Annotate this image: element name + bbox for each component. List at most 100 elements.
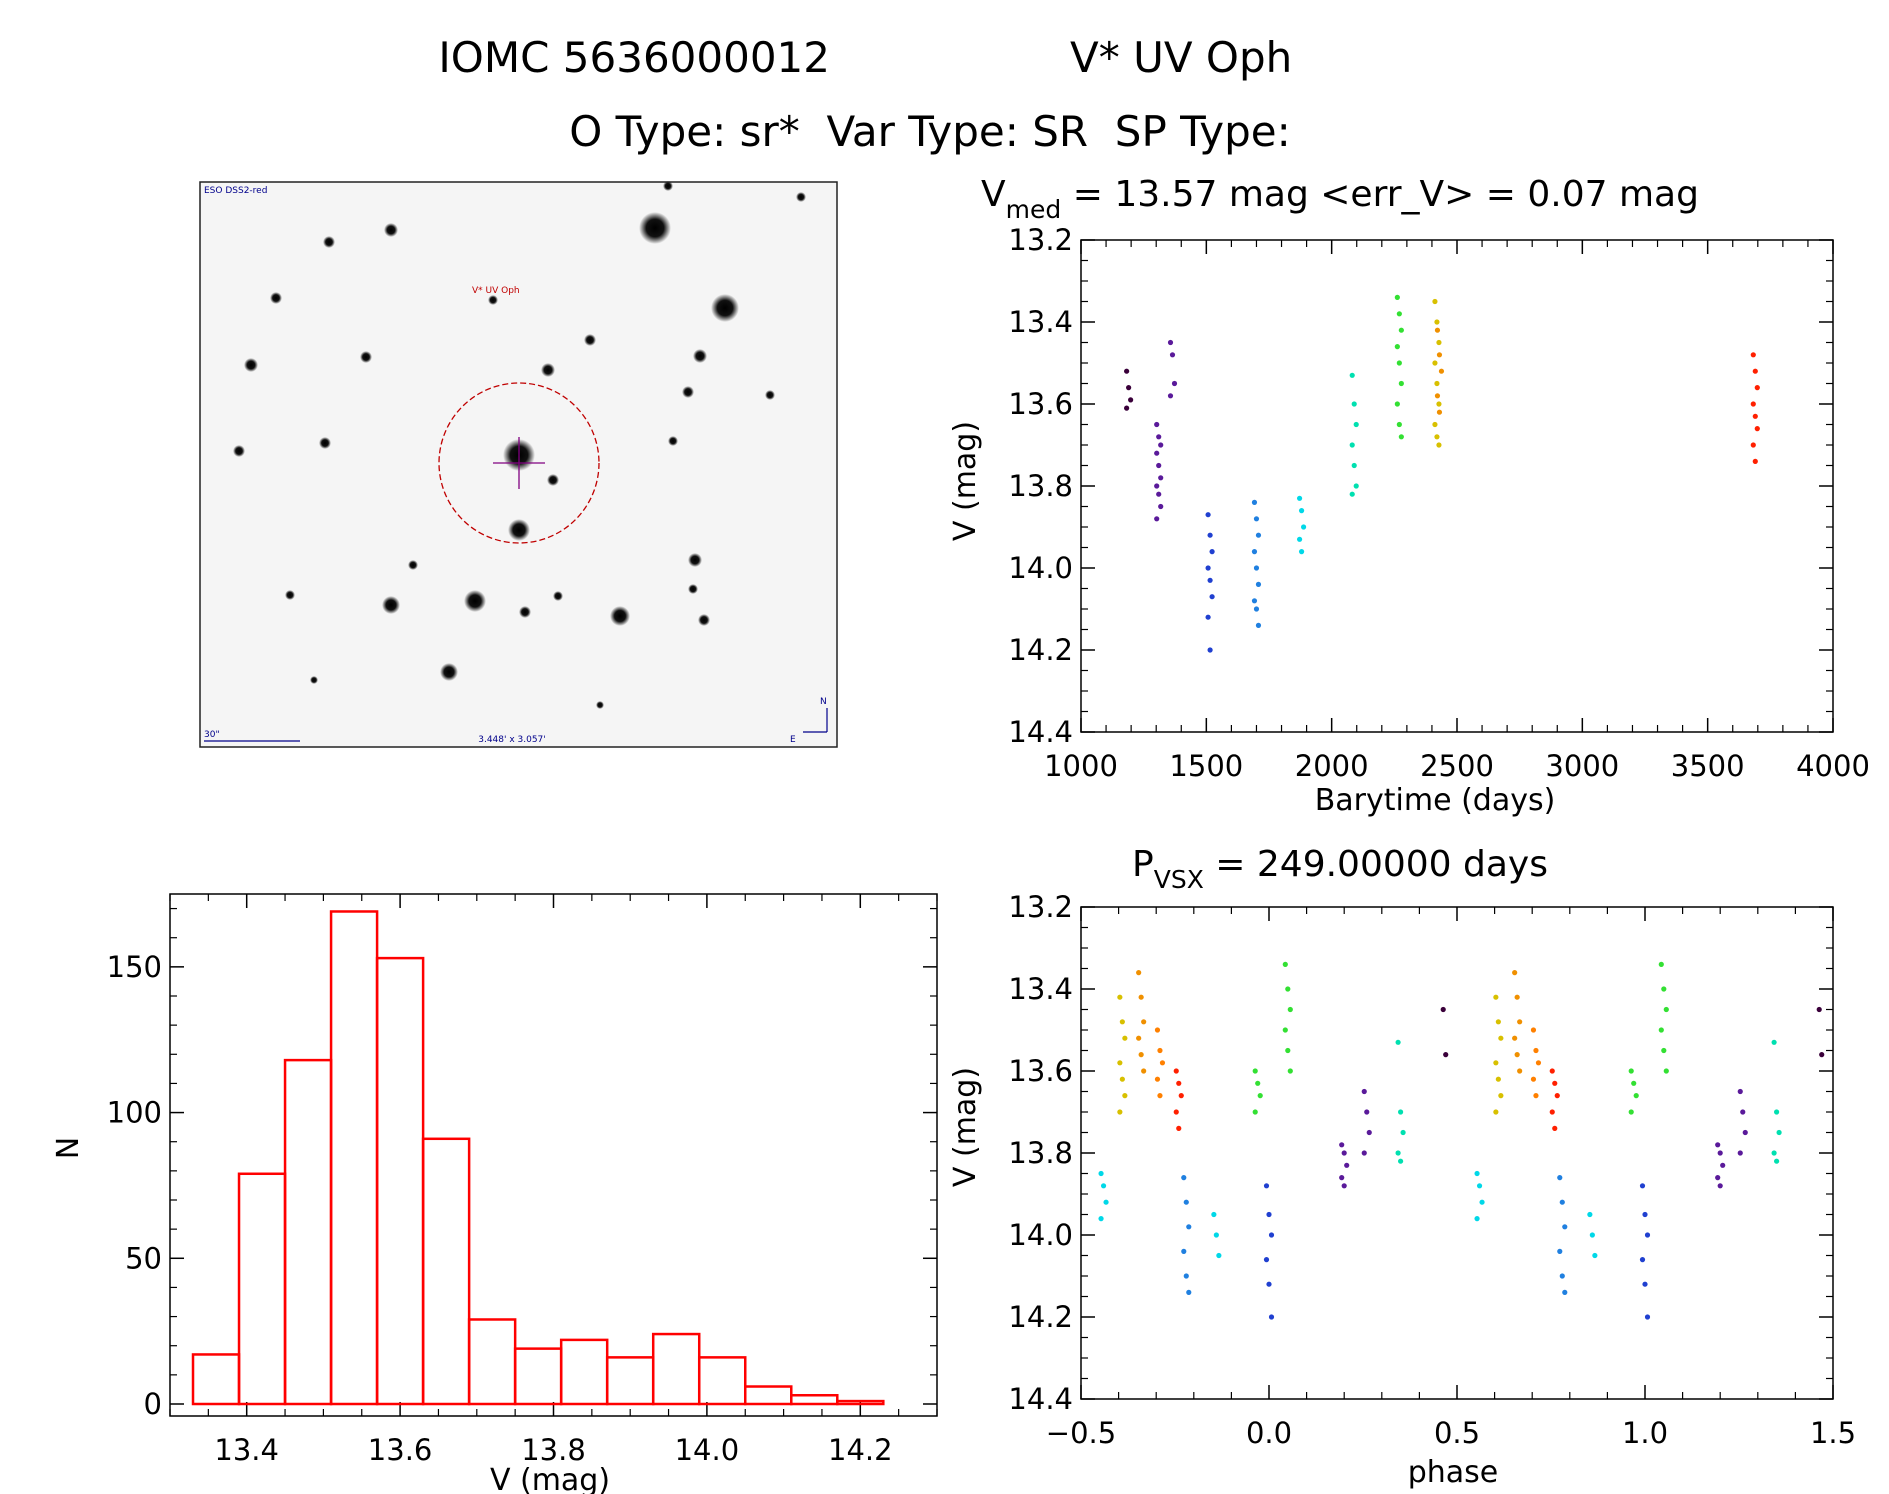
light-curve-point <box>1253 606 1260 612</box>
star-dot <box>408 560 418 570</box>
light-curve-point <box>1351 462 1357 469</box>
histogram-bar <box>329 910 379 1406</box>
light-curve-point <box>1209 549 1215 555</box>
phased-curve-point <box>1398 1109 1404 1115</box>
star-dot <box>796 192 806 202</box>
phased-curve-point <box>1282 1027 1288 1033</box>
phased-curve-point <box>1559 1199 1565 1205</box>
light-curve-point <box>1298 549 1305 555</box>
light-curve-title-rest: = 13.57 mag <err_V> = 0.07 mag <box>1061 174 1699 215</box>
phased-curve-point <box>1530 1027 1537 1033</box>
histogram-bar <box>790 1394 839 1406</box>
phased-curve-point <box>1119 1076 1125 1082</box>
phased-curve-point <box>1344 1162 1350 1168</box>
star-dot <box>668 436 678 446</box>
star-dot <box>270 292 282 304</box>
light-curve-point <box>1154 516 1160 522</box>
phased-curve-ytick-label: 13.4 <box>1008 972 1073 1006</box>
histogram-xlabel: V (mag) <box>490 1463 610 1494</box>
phased-curve-point <box>1098 1216 1104 1222</box>
star-dot <box>547 474 559 486</box>
phased-curve-point <box>1644 1314 1651 1320</box>
histogram-xtick-label: 13.8 <box>521 1433 586 1467</box>
phased-curve-point <box>1176 1080 1182 1086</box>
phased-curve-point <box>1517 1019 1523 1025</box>
histogram-ytick-label: 0 <box>144 1387 162 1421</box>
light-curve-point <box>1128 397 1134 403</box>
light-curve-point <box>1434 380 1440 387</box>
phased-curve-point <box>1122 1093 1128 1099</box>
light-curve-point <box>1349 372 1355 378</box>
light-curve-point <box>1154 483 1160 489</box>
phased-curve-point <box>1771 1039 1777 1045</box>
light-curve-point <box>1394 344 1400 350</box>
star-dot <box>285 590 295 600</box>
phased-curve-ytick-label: 14.4 <box>1008 1382 1073 1416</box>
phased-curve-point <box>1186 1289 1192 1295</box>
finder-stars <box>233 181 806 709</box>
light-curve-point <box>1126 385 1132 391</box>
phased-curve-point <box>1440 1006 1446 1013</box>
phased-curve-point <box>1213 1232 1219 1238</box>
light-curve-title-sub: med <box>1006 195 1062 224</box>
phased-curve-point <box>1533 1093 1539 1099</box>
target-label: V* UV Oph <box>472 286 520 296</box>
light-curve-point <box>1253 565 1260 571</box>
phased-curve-point <box>1263 1183 1270 1189</box>
phased-curve-point <box>1282 961 1288 968</box>
light-curve-point <box>1353 483 1359 489</box>
phased-curve-ytick-label: 14.2 <box>1008 1300 1073 1334</box>
light-curve-point <box>1750 352 1756 358</box>
phased-curve-point <box>1479 1199 1485 1205</box>
phased-curve-point <box>1642 1211 1648 1218</box>
star-dot <box>244 358 258 372</box>
light-curve-ytick-label: 14.0 <box>1008 551 1073 585</box>
phased-curve-point <box>1533 1047 1539 1054</box>
phased-curve-point <box>1717 1183 1723 1189</box>
star-dot <box>610 606 630 626</box>
star-dot <box>682 386 694 398</box>
phased-curve-point <box>1819 1052 1825 1058</box>
light-curve-point <box>1253 516 1260 522</box>
phased-curve-title: PVSX = 249.00000 days <box>1132 844 1548 894</box>
phased-curve-point <box>1644 1232 1651 1238</box>
light-curve-point <box>1438 368 1445 374</box>
phased-curve-point <box>1552 1125 1558 1131</box>
phased-curve-point <box>1183 1199 1189 1205</box>
light-curve-xtick-label: 4000 <box>1796 749 1870 783</box>
phased-curve-xtick-label: 0.0 <box>1246 1416 1292 1450</box>
phased-curve-point <box>1517 1068 1523 1074</box>
phased-curve-point <box>1186 1224 1192 1230</box>
phased-curve-point <box>1400 1129 1406 1136</box>
histogram-bar <box>697 1356 747 1406</box>
histogram-xtick-label: 14.2 <box>828 1433 893 1467</box>
phased-curve-point <box>1658 1027 1664 1033</box>
phased-curve-point <box>1181 1175 1187 1181</box>
phased-curve-point <box>1498 1035 1504 1041</box>
histogram-bar <box>283 1058 333 1406</box>
phased-curve-point <box>1587 1211 1593 1218</box>
phased-curve-point <box>1119 1019 1125 1025</box>
light-curve-point <box>1298 508 1305 514</box>
phased-curve-title-main: P <box>1132 844 1154 885</box>
light-curve-point <box>1752 458 1758 464</box>
phased-curve-point <box>1266 1211 1272 1218</box>
phased-curve-xlabel: phase <box>1408 1455 1499 1490</box>
light-curve-point <box>1169 352 1176 358</box>
light-curve-point <box>1752 413 1758 419</box>
light-curve-point <box>1398 380 1404 387</box>
phased-curve-xtick-label: 0.5 <box>1434 1416 1480 1450</box>
phased-curve-point <box>1633 1093 1639 1099</box>
histogram-xtick-label: 14.0 <box>675 1433 740 1467</box>
phased-curve-point <box>1339 1175 1345 1181</box>
light-curve-point <box>1167 393 1174 399</box>
phased-curve-point <box>1549 1109 1555 1115</box>
light-curve-point <box>1209 594 1215 600</box>
light-curve-point <box>1349 442 1355 448</box>
light-curve-point <box>1154 450 1160 456</box>
phased-curve-point <box>1740 1109 1746 1115</box>
phased-curve-point <box>1720 1162 1726 1168</box>
light-curve-point <box>1750 442 1756 448</box>
star-dot <box>519 606 531 618</box>
light-curve-point <box>1752 368 1758 374</box>
